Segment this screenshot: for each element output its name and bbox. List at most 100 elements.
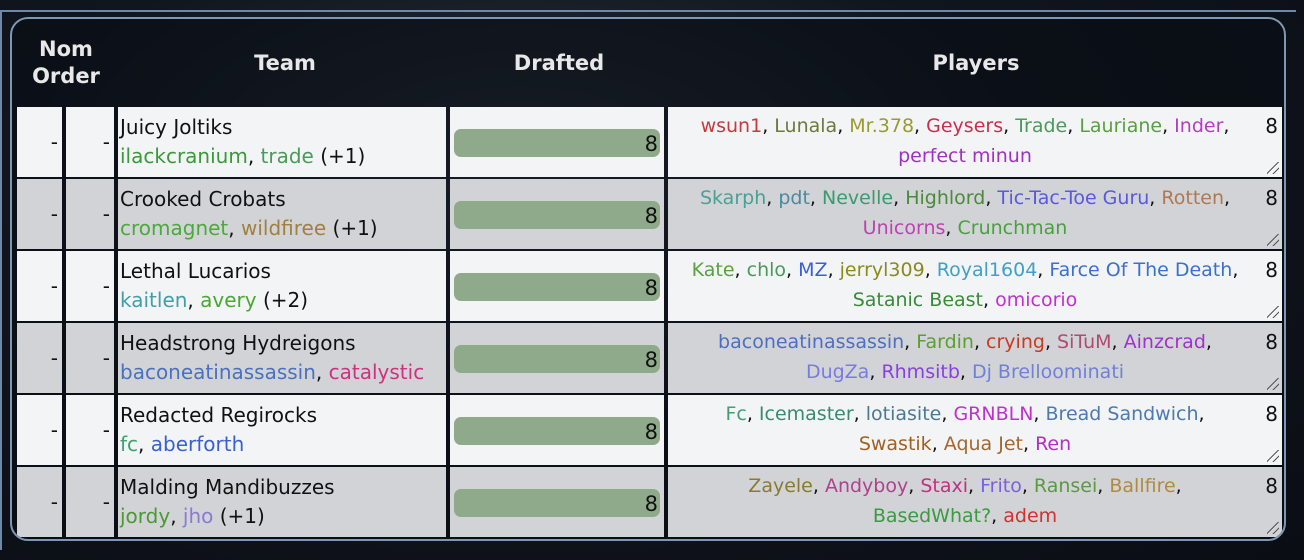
separator: , bbox=[973, 331, 987, 353]
player-name[interactable]: MZ bbox=[798, 259, 828, 281]
player-name[interactable]: Crunchman bbox=[957, 217, 1068, 239]
drafted-progress-bar: 8 bbox=[454, 273, 660, 301]
player-name[interactable]: Ransei bbox=[1033, 475, 1098, 497]
team-member-link[interactable]: kaitlen bbox=[120, 288, 188, 312]
team-name: Lethal Lucarios bbox=[120, 259, 271, 283]
resize-grip-icon[interactable] bbox=[1267, 306, 1279, 318]
player-name[interactable]: DugZa bbox=[805, 361, 870, 383]
separator: , bbox=[1022, 433, 1036, 455]
team-member-link[interactable]: jordy bbox=[120, 504, 171, 528]
extra-members-count: (+1) bbox=[320, 144, 366, 168]
player-name[interactable]: GRNBLN bbox=[953, 403, 1034, 425]
player-name[interactable]: Staxi bbox=[920, 475, 969, 497]
team-members: fc, aberforth bbox=[120, 432, 244, 456]
player-name[interactable]: Andyboy bbox=[824, 475, 909, 497]
player-name[interactable]: Trade bbox=[1015, 115, 1068, 137]
extra-members-count: (+1) bbox=[219, 504, 265, 528]
header-players: Players bbox=[932, 50, 1020, 75]
team-member-link[interactable]: catalystic bbox=[328, 360, 425, 384]
separator: , bbox=[1149, 187, 1162, 209]
player-name[interactable]: Icemaster bbox=[758, 403, 854, 425]
player-name[interactable]: Ballfire bbox=[1109, 475, 1176, 497]
player-name[interactable]: BasedWhat? bbox=[872, 505, 992, 527]
nom-order-cell: - bbox=[17, 179, 62, 249]
player-name[interactable]: crying bbox=[986, 331, 1045, 353]
team-cell: Redacted Regirocks fc, aberforth bbox=[118, 395, 446, 465]
player-name[interactable]: Frito bbox=[980, 475, 1022, 497]
nom-order-cell-2: - bbox=[66, 107, 114, 177]
resize-grip-icon[interactable] bbox=[1267, 522, 1279, 534]
player-name[interactable]: Zayele bbox=[748, 475, 813, 497]
player-name[interactable]: Ainzcrad bbox=[1123, 331, 1206, 353]
drafted-cell: 8 bbox=[450, 467, 664, 537]
team-member-link[interactable]: wildfiree bbox=[241, 216, 327, 240]
separator: , bbox=[869, 361, 882, 383]
separator: , bbox=[985, 187, 998, 209]
player-name[interactable]: Skarph bbox=[699, 187, 767, 209]
player-name[interactable]: Highlord bbox=[905, 187, 986, 209]
separator: , bbox=[1003, 115, 1016, 137]
player-name[interactable]: wsun1 bbox=[700, 115, 763, 137]
player-name[interactable]: Fardin bbox=[916, 331, 974, 353]
team-member-link[interactable]: baconeatinassassin bbox=[120, 360, 316, 384]
separator: , bbox=[914, 115, 927, 137]
separator: , bbox=[138, 432, 151, 456]
separator: , bbox=[315, 360, 329, 384]
team-member-link[interactable]: aberforth bbox=[150, 432, 245, 456]
player-name[interactable]: pdt bbox=[778, 187, 810, 209]
separator: , bbox=[893, 187, 906, 209]
player-name[interactable]: Mr.378 bbox=[849, 115, 915, 137]
separator: , bbox=[968, 475, 981, 497]
player-name[interactable]: lotiasite bbox=[865, 403, 942, 425]
separator: , bbox=[734, 259, 747, 281]
player-name[interactable]: Inder bbox=[1174, 115, 1224, 137]
resize-grip-icon[interactable] bbox=[1267, 378, 1279, 390]
player-name[interactable]: Farce Of The Death bbox=[1049, 259, 1233, 281]
player-name[interactable]: Bread Sandwich bbox=[1045, 403, 1199, 425]
player-name[interactable]: Rotten bbox=[1161, 187, 1224, 209]
player-name[interactable]: Swastik bbox=[858, 433, 932, 455]
player-name[interactable]: perfect minun bbox=[898, 145, 1032, 167]
table-row: - - Juicy Joltiks ilackcranium, trade (+1) 8… bbox=[17, 107, 1283, 177]
player-name[interactable]: chlo bbox=[746, 259, 787, 281]
player-name[interactable]: Nevelle bbox=[822, 187, 894, 209]
separator: , bbox=[1175, 475, 1182, 497]
player-name[interactable]: jerryl309 bbox=[839, 259, 925, 281]
player-name[interactable]: adem bbox=[1003, 505, 1058, 527]
player-name[interactable]: Aqua Jet bbox=[943, 433, 1023, 455]
resize-grip-icon[interactable] bbox=[1267, 234, 1279, 246]
player-name[interactable]: Kate bbox=[691, 259, 735, 281]
player-name[interactable]: Lauriane bbox=[1079, 115, 1163, 137]
team-member-link[interactable]: fc bbox=[120, 432, 139, 456]
nom-order-cell-2: - bbox=[66, 395, 114, 465]
team-member-link[interactable]: cromagnet bbox=[120, 216, 229, 240]
player-name[interactable]: Satanic Beast bbox=[852, 289, 984, 311]
player-name[interactable]: Lunala bbox=[774, 115, 838, 137]
separator: , bbox=[766, 187, 779, 209]
resize-grip-icon[interactable] bbox=[1267, 450, 1279, 462]
nom-order-cell: - bbox=[17, 467, 62, 537]
player-name[interactable]: omicorio bbox=[995, 289, 1078, 311]
drafted-progress-bar: 8 bbox=[454, 489, 660, 517]
table-row: - - Malding Mandibuzzes jordy, jho (+1) 8 Zay… bbox=[17, 467, 1283, 537]
team-member-link[interactable]: ilackcranium bbox=[120, 144, 248, 168]
player-name[interactable]: Tic-Tac-Toe Guru bbox=[997, 187, 1150, 209]
player-name[interactable]: Ren bbox=[1035, 433, 1072, 455]
player-name[interactable]: Royal1604 bbox=[936, 259, 1038, 281]
drafted-cell: 8 bbox=[450, 323, 664, 393]
player-name[interactable]: baconeatinassassin bbox=[718, 331, 905, 353]
player-name[interactable]: Fc bbox=[725, 403, 747, 425]
team-member-link[interactable]: jho bbox=[182, 504, 214, 528]
separator: , bbox=[1021, 475, 1034, 497]
team-member-link[interactable]: avery bbox=[200, 288, 257, 312]
player-name[interactable]: Rhmsitb bbox=[881, 361, 960, 383]
player-name[interactable]: Geysers bbox=[926, 115, 1004, 137]
player-name[interactable]: Unicorns bbox=[862, 217, 946, 239]
players-cell: baconeatinassassin, Fardin, crying, SiTu… bbox=[668, 323, 1282, 393]
player-name[interactable]: Dj Brelloominati bbox=[971, 361, 1125, 383]
nom-order-cell: - bbox=[17, 251, 62, 321]
player-name[interactable]: SiTuM bbox=[1057, 331, 1112, 353]
team-member-link[interactable]: trade bbox=[260, 144, 314, 168]
resize-grip-icon[interactable] bbox=[1267, 162, 1279, 174]
team-members: cromagnet, wildfiree (+1) bbox=[120, 216, 378, 240]
